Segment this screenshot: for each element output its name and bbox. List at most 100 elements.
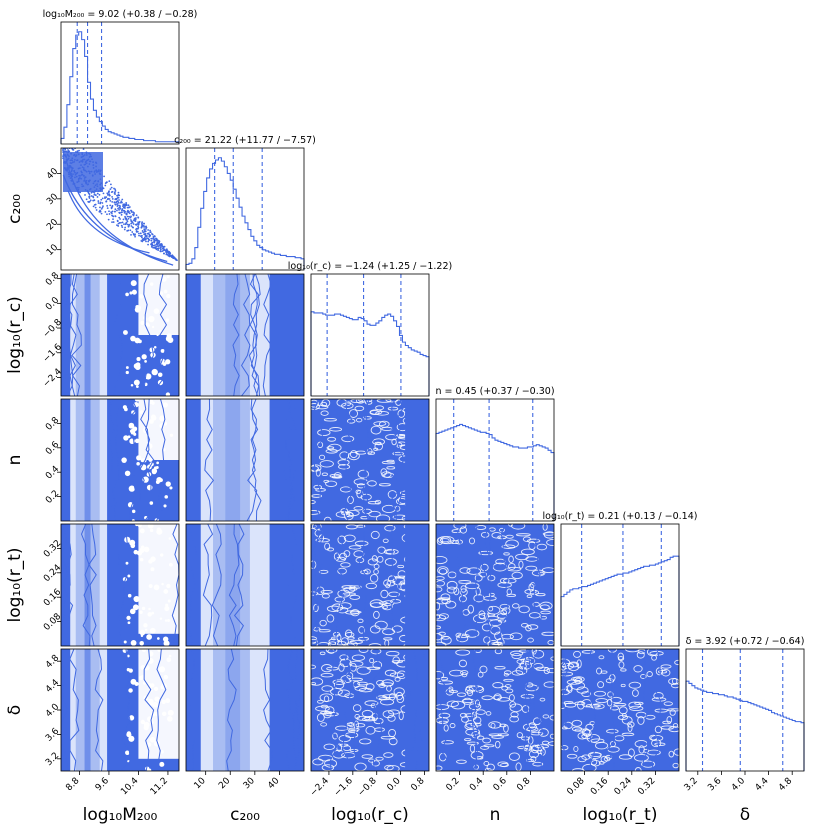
contour-line [335, 511, 351, 518]
sample-point [68, 124, 70, 126]
sample-point [153, 238, 156, 241]
contour-line [505, 688, 514, 694]
sample-point [62, 101, 64, 103]
contour-line [620, 683, 626, 688]
sample-point [109, 204, 112, 207]
contour-line [673, 748, 679, 756]
contour-line [469, 744, 476, 753]
sample-point [110, 186, 113, 189]
sample-point [132, 223, 135, 225]
contour-line [394, 399, 405, 521]
contour-line [561, 649, 569, 768]
sparse-gap [144, 360, 147, 363]
contour-line [384, 524, 396, 532]
contour-line [654, 725, 662, 734]
contour-line [443, 724, 449, 732]
contour-line [326, 614, 335, 623]
sample-point [97, 200, 100, 202]
contour-line [382, 605, 388, 609]
contour-line [233, 524, 245, 646]
sample-point [92, 205, 95, 208]
sample-point [62, 104, 64, 106]
contour-line [248, 274, 259, 396]
contour-line [500, 524, 510, 646]
contour-line [354, 540, 369, 547]
sample-point [116, 196, 119, 199]
sparse-gap [163, 640, 170, 646]
contour-line [609, 705, 620, 711]
contour-line [319, 651, 326, 656]
sample-point [169, 254, 172, 257]
sparse-gap [146, 634, 153, 640]
contour-line [449, 669, 464, 677]
contour-line [482, 737, 492, 744]
sample-point [114, 208, 117, 211]
y-tick-label: 0.4 [44, 464, 61, 481]
sample-point [109, 183, 112, 186]
panel-5-1 [185, 648, 305, 772]
contour-line [620, 668, 627, 672]
contour-line [666, 708, 679, 712]
x-tick-label: 0.0 [386, 776, 403, 793]
sample-point [114, 203, 117, 206]
sample-point [101, 202, 104, 204]
contour-line [488, 733, 502, 737]
contour-line [323, 743, 335, 751]
contour-line [617, 656, 625, 661]
sparse-gap [153, 345, 157, 349]
sample-point [99, 209, 101, 212]
contour-line [475, 525, 487, 530]
contour-line [330, 687, 343, 696]
panel-4-1 [185, 523, 305, 647]
sample-point [117, 222, 120, 225]
sample-point [120, 224, 123, 227]
sparse-gap [122, 405, 127, 410]
sample-point [67, 114, 69, 116]
sample-point [99, 202, 102, 205]
contour-line [390, 524, 399, 646]
contour-line [327, 436, 337, 442]
sample-point [70, 120, 72, 122]
contour-line [617, 714, 629, 720]
y-tick-label: 0.0 [44, 295, 61, 312]
contour-line [385, 549, 396, 555]
contour-line [641, 760, 656, 768]
sample-point [163, 249, 166, 251]
contour-line [446, 700, 459, 707]
x-tick-label: 0.8 [515, 776, 532, 793]
contour-line [669, 709, 676, 716]
contour-line [511, 524, 526, 530]
contour-line [494, 649, 503, 655]
sample-point [122, 203, 125, 206]
panel-frame [435, 648, 555, 772]
sample-point [157, 249, 160, 252]
sample-point [62, 149, 64, 152]
sample-point [63, 106, 65, 108]
contour-line [518, 605, 530, 614]
contour-line [542, 524, 548, 531]
contour-line [600, 670, 608, 674]
contour-line [138, 399, 150, 521]
contour-line [464, 722, 478, 731]
sparse-gap [128, 422, 135, 429]
contour-line [62, 174, 168, 263]
contour-line [372, 649, 383, 771]
sample-point [126, 215, 129, 218]
x-axis-label: log₁₀(r_c) [331, 805, 409, 825]
sparse-gap [128, 688, 133, 693]
contour-line [436, 670, 445, 680]
contour-line [526, 594, 533, 598]
contour-line [363, 716, 375, 721]
sample-point [168, 254, 171, 257]
contour-line [286, 649, 296, 771]
sample-point [96, 192, 99, 195]
contour-line [324, 706, 335, 715]
contour-line [436, 632, 443, 641]
x-tick-label: 40 [266, 776, 281, 791]
sparse-gap [125, 366, 129, 369]
panel-frame [435, 523, 555, 647]
sample-point [85, 198, 88, 201]
contour-line [528, 750, 540, 759]
contour-line [464, 713, 476, 717]
